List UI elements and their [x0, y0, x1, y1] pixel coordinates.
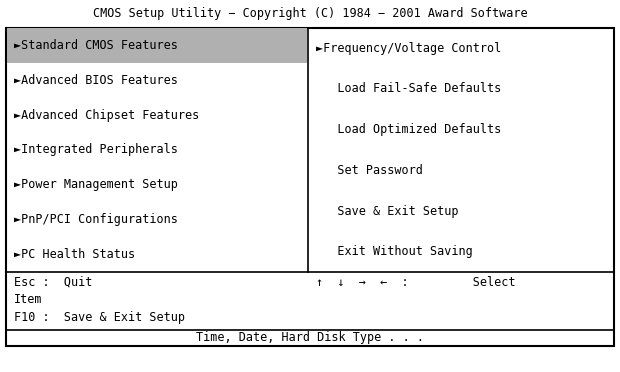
Bar	[7, 28, 307, 63]
Text: ►Advanced BIOS Features: ►Advanced BIOS Features	[14, 74, 178, 87]
Text: ►PnP/PCI Configurations: ►PnP/PCI Configurations	[14, 213, 178, 226]
Text: ↑  ↓  →  ←  :         Select: ↑ ↓ → ← : Select	[316, 276, 515, 289]
Text: Load Fail-Safe Defaults: Load Fail-Safe Defaults	[316, 83, 501, 96]
Text: Item: Item	[14, 294, 43, 306]
Text: Exit Without Saving: Exit Without Saving	[316, 245, 472, 258]
Text: ►Integrated Peripherals: ►Integrated Peripherals	[14, 144, 178, 157]
Text: ►Standard CMOS Features: ►Standard CMOS Features	[14, 39, 178, 52]
Text: ►Frequency/Voltage Control: ►Frequency/Voltage Control	[316, 42, 501, 55]
Text: ►Power Management Setup: ►Power Management Setup	[14, 178, 178, 191]
Text: CMOS Setup Utility − Copyright (C) 1984 − 2001 Award Software: CMOS Setup Utility − Copyright (C) 1984 …	[92, 6, 528, 19]
Text: ►Advanced Chipset Features: ►Advanced Chipset Features	[14, 109, 199, 122]
Text: F10 :  Save & Exit Setup: F10 : Save & Exit Setup	[14, 311, 185, 324]
Text: Esc :  Quit: Esc : Quit	[14, 276, 92, 289]
Text: Save & Exit Setup: Save & Exit Setup	[316, 205, 459, 218]
Bar	[6, 28, 614, 346]
Text: Time, Date, Hard Disk Type . . .: Time, Date, Hard Disk Type . . .	[196, 331, 424, 344]
Text: Load Optimized Defaults: Load Optimized Defaults	[316, 123, 501, 136]
Text: ►PC Health Status: ►PC Health Status	[14, 248, 135, 261]
Text: Set Password: Set Password	[316, 164, 423, 177]
